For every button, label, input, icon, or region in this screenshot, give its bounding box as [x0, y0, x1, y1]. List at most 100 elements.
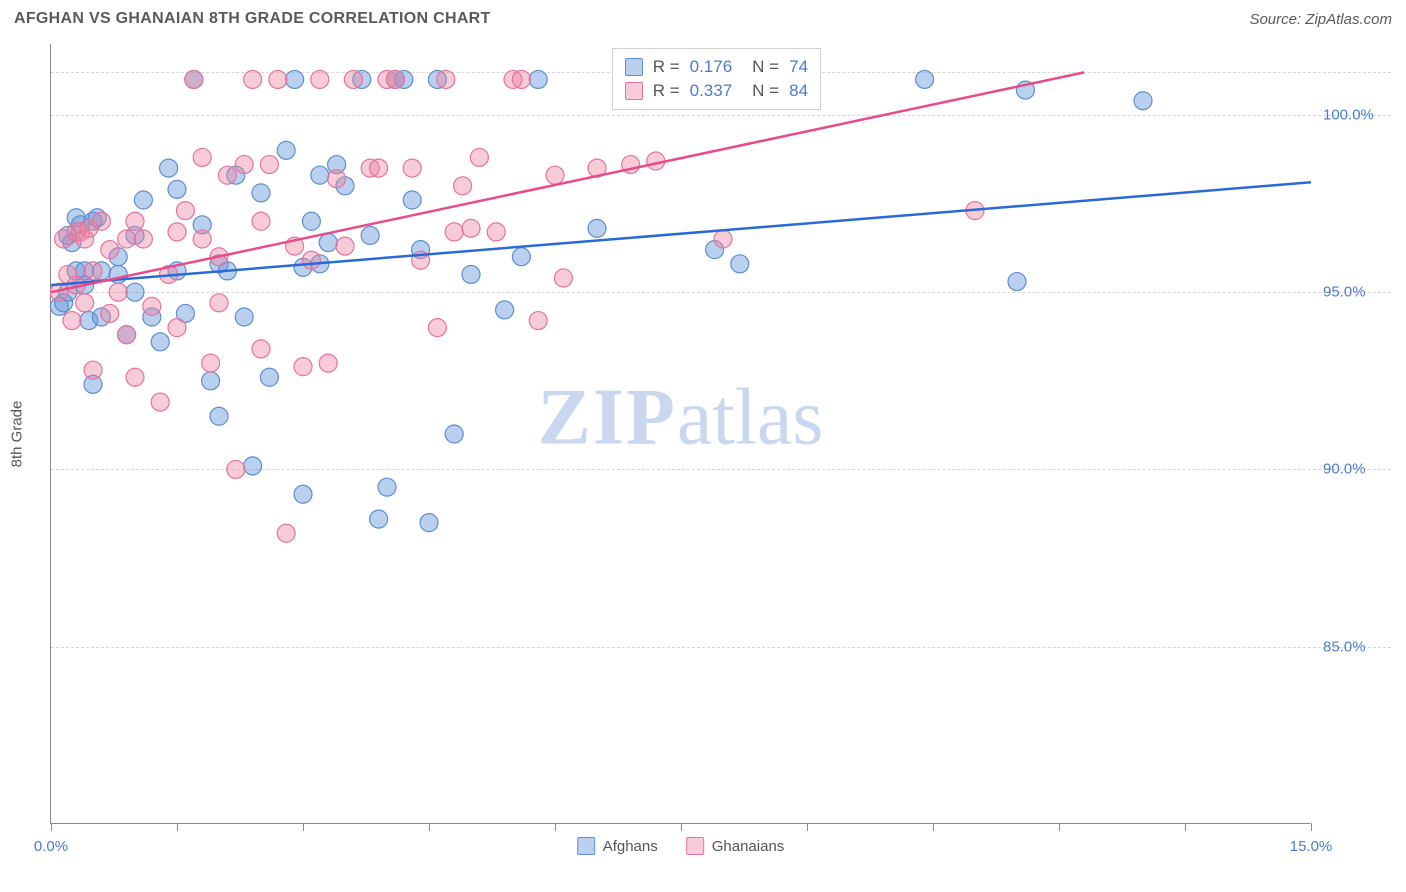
- trend-line: [51, 72, 1084, 292]
- scatter-point: [227, 460, 245, 478]
- y-axis-label: 8th Grade: [9, 400, 26, 467]
- scatter-point: [370, 159, 388, 177]
- scatter-point: [76, 294, 94, 312]
- x-tick: [303, 823, 304, 831]
- scatter-point: [151, 393, 169, 411]
- scatter-point: [210, 407, 228, 425]
- series-legend-item: Afghans: [577, 837, 658, 855]
- scatter-point: [118, 230, 136, 248]
- scatter-point: [84, 262, 102, 280]
- legend-swatch: [577, 837, 595, 855]
- scatter-point: [109, 283, 127, 301]
- x-tick: [933, 823, 934, 831]
- scatter-point: [134, 191, 152, 209]
- scatter-point: [462, 219, 480, 237]
- scatter-point: [403, 159, 421, 177]
- y-tick-label: 100.0%: [1323, 106, 1374, 123]
- scatter-point: [101, 241, 119, 259]
- y-tick-label: 85.0%: [1323, 638, 1366, 655]
- scatter-point: [420, 514, 438, 532]
- series-legend-label: Afghans: [603, 838, 658, 855]
- scatter-point: [311, 166, 329, 184]
- scatter-point: [126, 368, 144, 386]
- scatter-point: [512, 248, 530, 266]
- x-tick: [1311, 823, 1312, 831]
- scatter-point: [470, 148, 488, 166]
- legend-n-label: N =: [752, 57, 779, 77]
- scatter-point: [202, 372, 220, 390]
- scatter-point: [252, 340, 270, 358]
- scatter-point: [244, 70, 262, 88]
- scatter-point: [294, 485, 312, 503]
- y-tick-label: 90.0%: [1323, 461, 1366, 478]
- legend-n-value: 74: [789, 57, 808, 77]
- scatter-point: [126, 283, 144, 301]
- legend-row: R = 0.176 N = 74: [625, 55, 808, 79]
- scatter-point: [386, 70, 404, 88]
- scatter-point: [202, 354, 220, 372]
- scatter-point: [63, 312, 81, 330]
- legend-r-value: 0.176: [690, 57, 733, 77]
- scatter-point: [84, 361, 102, 379]
- scatter-point: [378, 478, 396, 496]
- scatter-point: [294, 358, 312, 376]
- trend-line: [51, 182, 1311, 285]
- scatter-point: [168, 180, 186, 198]
- scatter-point: [302, 251, 320, 269]
- x-tick: [807, 823, 808, 831]
- correlation-legend: R = 0.176 N = 74R =0.337N =84: [612, 48, 821, 110]
- chart-title: AFGHAN VS GHANAIAN 8TH GRADE CORRELATION…: [14, 10, 491, 28]
- x-tick-label: 0.0%: [34, 838, 68, 855]
- scatter-point: [269, 70, 287, 88]
- scatter-point: [336, 237, 354, 255]
- scatter-point: [185, 70, 203, 88]
- scatter-point: [260, 156, 278, 174]
- scatter-point: [151, 333, 169, 351]
- scatter-point: [143, 297, 161, 315]
- scatter-point: [554, 269, 572, 287]
- scatter-point: [529, 70, 547, 88]
- scatter-point: [92, 212, 110, 230]
- scatter-point: [328, 170, 346, 188]
- scatter-point: [512, 70, 530, 88]
- scatter-point: [487, 223, 505, 241]
- scatter-point: [1008, 273, 1026, 291]
- legend-n-value: 84: [789, 81, 808, 101]
- x-tick: [555, 823, 556, 831]
- x-tick: [1185, 823, 1186, 831]
- scatter-point: [529, 312, 547, 330]
- legend-swatch: [686, 837, 704, 855]
- scatter-point: [714, 230, 732, 248]
- scatter-point: [252, 184, 270, 202]
- scatter-point: [403, 191, 421, 209]
- scatter-point: [311, 70, 329, 88]
- x-tick: [51, 823, 52, 831]
- x-tick-label: 15.0%: [1290, 838, 1333, 855]
- legend-row: R =0.337N =84: [625, 79, 808, 103]
- scatter-point: [118, 326, 136, 344]
- legend-r-label: R =: [653, 57, 680, 77]
- scatter-point: [286, 70, 304, 88]
- scatter-point: [344, 70, 362, 88]
- scatter-point: [101, 304, 119, 322]
- scatter-point: [370, 510, 388, 528]
- legend-swatch: [625, 58, 643, 76]
- scatter-point: [260, 368, 278, 386]
- scatter-point: [496, 301, 514, 319]
- chart-source: Source: ZipAtlas.com: [1249, 11, 1392, 28]
- legend-r-label: R =: [653, 81, 680, 101]
- scatter-point: [319, 354, 337, 372]
- scatter-point: [235, 156, 253, 174]
- x-tick: [177, 823, 178, 831]
- scatter-point: [193, 148, 211, 166]
- scatter-point: [126, 212, 144, 230]
- scatter-point: [134, 230, 152, 248]
- chart-container: 8th Grade 85.0%90.0%95.0%100.0% 0.0%15.0…: [50, 44, 1390, 824]
- scatter-point: [588, 219, 606, 237]
- scatter-point: [252, 212, 270, 230]
- scatter-point: [244, 457, 262, 475]
- scatter-plot: [51, 44, 1311, 824]
- scatter-point: [445, 223, 463, 241]
- scatter-point: [218, 166, 236, 184]
- scatter-point: [1134, 92, 1152, 110]
